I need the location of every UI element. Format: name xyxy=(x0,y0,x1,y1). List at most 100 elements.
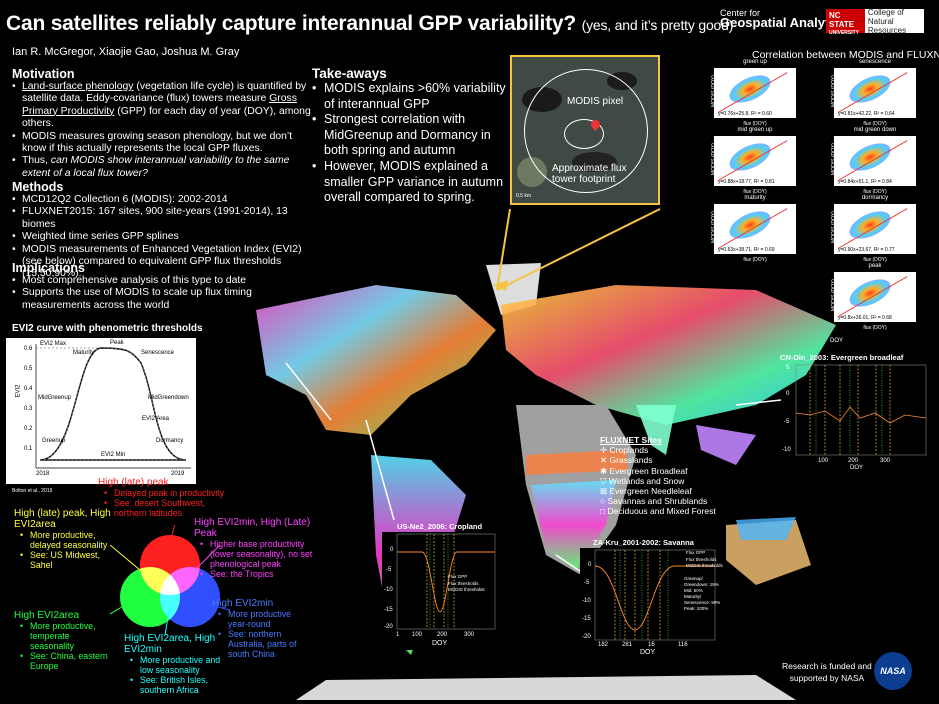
motivation-section: Motivation Land-surface phenology (veget… xyxy=(12,67,312,180)
venn-magenta-box: High EVI2min, High (Late) Peak Higher ba… xyxy=(194,517,324,579)
us-ne2-plot xyxy=(396,533,496,630)
evi-midgreendown-label: MidGreendown xyxy=(148,395,189,401)
venn-red-item: See: desert Southwest, northern latitude… xyxy=(104,498,238,518)
us-ne2-chart: Flux GPP Flux thresholds MODIS thresholds … xyxy=(382,532,497,650)
us-ytick: -10 xyxy=(384,587,393,593)
correlation-ylabel: MODIS (DOY) xyxy=(710,75,717,107)
venn-red-item: Delayed peak in productivity xyxy=(104,488,238,498)
nasa-logo-text: NASA xyxy=(880,666,906,676)
correlation-panel-title: maturity xyxy=(744,195,766,201)
cn-xtick: 100 xyxy=(818,458,829,464)
cga-logo-big: Geospatial Analytics xyxy=(720,15,848,30)
correlation-panel: dormancy y=0.90x+23.67, R² = 0.77 flux (DO… xyxy=(820,195,918,266)
site-symbol-icon: ✕ xyxy=(600,455,608,466)
north-america xyxy=(256,285,496,435)
venn-green-title: High EVI2area xyxy=(14,610,80,621)
ncstate-logo-line1: NC STATE xyxy=(829,11,855,29)
correlation-equation: y=0.76x+25.8, R² = 0.60 xyxy=(718,111,772,117)
us-ytick: -5 xyxy=(386,567,392,573)
za-kru-plot xyxy=(594,549,716,641)
fluxnet-legend-label: Deciduous and Mixed Forest xyxy=(607,506,716,517)
venn-magenta-title: High EVI2min, High (Late) Peak xyxy=(194,517,311,539)
correlation-grid: green up y=0.76x+25.8, R² = 0.60 flux (DOY… xyxy=(700,59,936,342)
us-ytick: 0 xyxy=(390,547,394,553)
venn-red-box: High (late) peak Delayed peak in product… xyxy=(98,477,238,518)
implications-section: Implications Most comprehensive analysis… xyxy=(12,261,262,312)
cn-ytick: -5 xyxy=(784,419,790,425)
us-xtick: 100 xyxy=(412,632,423,638)
cga-logo: Center for Geospatial Analytics xyxy=(720,8,847,29)
motivation-text: (GPP) for each day of year (DOY), among … xyxy=(22,105,311,130)
za-kru-legend: Flux GPP Flux thresholds MODIS thresholds xyxy=(686,550,723,568)
scale-bar-label: 0.5 km xyxy=(516,193,532,199)
correlation-ylabel: MODIS (DOY) xyxy=(830,75,837,107)
us-ne2-legend: Flux GPP Flux thresholds MODIS thresholds xyxy=(448,574,485,592)
za-xtick: 116 xyxy=(678,642,688,648)
poster-title: Can satellites reliably capture interann… xyxy=(6,12,733,36)
motivation-text: (vegetation life cycle) is quantified by… xyxy=(22,81,307,105)
us-ne2-title: US-Ne2_2006: Cropland xyxy=(397,522,483,531)
venn-diagram xyxy=(110,525,230,636)
gpp-link[interactable]: Gross Primary Productivity xyxy=(22,93,297,117)
venn-cyan-box: High EVI2area, High EVI2min More product… xyxy=(124,633,224,695)
correlation-panel-title: green up xyxy=(743,59,767,65)
za-ytick: -5 xyxy=(584,580,590,586)
nasa-logo: NASA xyxy=(874,652,912,690)
cn-xtick: 200 xyxy=(848,458,859,464)
correlation-xlabel: DOY xyxy=(830,338,844,344)
cn-ytick: -10 xyxy=(782,447,791,453)
methods-item: Weighted time series GPP splines xyxy=(12,231,312,244)
correlation-plot xyxy=(714,204,796,254)
cn-din-chart: 5 0 -5 -10 100 200 300 DOY xyxy=(780,363,930,473)
fluxnet-legend-label: Grasslands xyxy=(609,455,653,466)
fluxnet-legend-item: ⊠ Evergreen Needleleaf xyxy=(600,486,740,496)
implications-heading: Implications xyxy=(12,261,85,275)
evi-ylabel: EVI2 xyxy=(15,384,22,398)
fluxnet-legend-item: ○ Savannas and Shrublands xyxy=(600,496,740,506)
implications-item: Most comprehensive analysis of this type… xyxy=(12,275,262,288)
fluxnet-legend-label: Wetlands and Snow xyxy=(608,475,685,486)
phenology-link[interactable]: Land-surface phenology xyxy=(22,81,134,92)
correlation-equation: y=0.81x+42.22, R² = 0.64 xyxy=(838,111,895,117)
venn-magenta-item: Higher base productivity (lower seasonal… xyxy=(200,539,324,569)
takeaways-heading: Take-aways xyxy=(312,66,387,81)
us-xtick: 200 xyxy=(437,632,448,638)
correlation-plot xyxy=(834,68,916,118)
venn-blue-title: High EVI2min xyxy=(212,598,274,609)
correlation-xlabel: flux (DOY) xyxy=(743,189,767,195)
correlation-ylabel: MODIS (DOY) xyxy=(830,279,837,311)
site-symbol-icon: ✛ xyxy=(600,445,608,456)
cn-din-plot xyxy=(795,364,927,456)
correlation-panel: maturity y=0.63x+38.71, R² = 0.69 flux (DO… xyxy=(700,195,798,266)
venn-yellow-item: See: US Midwest, Sahel xyxy=(20,550,114,570)
fluxnet-legend-label: Evergreen Needleleaf xyxy=(609,486,692,497)
fluxnet-legend: FLUXNET Sites ✛ Croplands ✕ Grasslands ✱ E… xyxy=(600,435,740,517)
correlation-panel-title: senescence xyxy=(858,59,892,65)
correlation-panel-title: peak xyxy=(868,263,882,269)
motivation-question: can MODIS show interannual variability t… xyxy=(22,155,290,179)
correlation-xlabel: flux (DOY) xyxy=(863,189,887,195)
correlation-heading: Correlation between MODIS and FLUXNET xyxy=(752,49,939,61)
evi-greenup-label: Greenup xyxy=(42,438,66,444)
correlation-equation: y=0.63x+38.71, R² = 0.69 xyxy=(718,247,775,253)
correlation-panel: senescence y=0.81x+42.22, R² = 0.64 flux (… xyxy=(820,59,918,130)
site-symbol-icon: □ xyxy=(600,506,606,517)
us-xtick: 300 xyxy=(464,632,475,638)
venn-green-item: More productive, temperate seasonality xyxy=(20,621,114,651)
evi-ytick: 0.2 xyxy=(24,426,33,432)
title-subtitle: (yes, and it’s pretty good) xyxy=(581,17,734,33)
correlation-ylabel: MODIS (DOY) xyxy=(710,143,717,175)
venn-yellow-title: High (late) peak, High EVI2area xyxy=(14,508,111,530)
fluxnet-legend-label: Evergreen Broadleaf xyxy=(609,465,688,476)
cnr-logo-line2: Natural Resources xyxy=(867,16,907,35)
cn-xlabel: DOY xyxy=(850,465,864,471)
cnr-logo-line1: College of xyxy=(867,7,904,17)
evi-chart: EVI2 0.6 0.5 0.4 0.3 0.2 0.1 2018 2019 E… xyxy=(6,338,196,484)
fluxnet-legend-label: Savannas and Shrublands xyxy=(607,496,708,507)
za-xtick: 182 xyxy=(598,642,609,648)
cn-xtick: 300 xyxy=(880,458,891,464)
evi-xtick: 2018 xyxy=(36,471,50,477)
takeaway-item: However, MODIS explained a smaller GPP v… xyxy=(312,159,508,206)
za-ytick: 0 xyxy=(588,562,592,568)
correlation-xlabel: flux (DOY) xyxy=(863,325,887,331)
